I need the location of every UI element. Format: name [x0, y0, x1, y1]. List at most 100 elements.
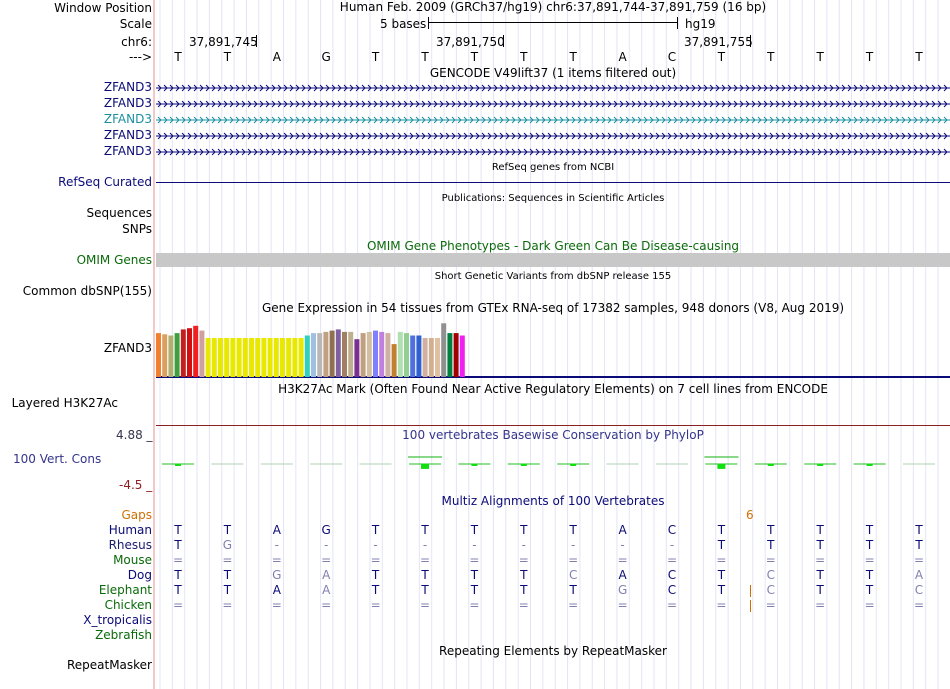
gtex-tissue-bar[interactable] — [180, 329, 186, 377]
multiz-species-label[interactable]: Chicken — [104, 598, 152, 612]
gencode-gene-label[interactable]: ZFAND3 — [103, 112, 152, 126]
gtex-tissue-bar[interactable] — [397, 331, 403, 377]
gencode-gene-label[interactable]: ZFAND3 — [103, 96, 152, 110]
gtex-tissue-bar[interactable] — [373, 330, 378, 377]
insertion-marker[interactable] — [750, 600, 751, 612]
multiz-species-label[interactable]: Mouse — [113, 553, 152, 567]
gtex-tissue-bar[interactable] — [441, 323, 447, 377]
omim-title[interactable]: OMIM Gene Phenotypes - Dark Green Can Be… — [366, 239, 740, 253]
gtex-tissue-bar[interactable] — [249, 338, 254, 377]
multiz-species-row[interactable]: = = = = = = = = = = = = = = = = — [156, 598, 950, 613]
gtex-tissue-bar[interactable] — [273, 338, 279, 377]
gtex-tissue-bar[interactable] — [267, 338, 273, 377]
gtex-tissue-bar[interactable] — [292, 338, 298, 377]
gtex-tissue-bar[interactable] — [193, 325, 199, 377]
gtex-tissue-bar[interactable] — [286, 338, 292, 377]
gtex-tissue-bar[interactable] — [360, 333, 366, 377]
omim-label[interactable]: OMIM Genes — [76, 253, 152, 267]
gtex-tissue-bar[interactable] — [199, 330, 205, 377]
publications-title[interactable]: Publications: Sequences in Scientific Ar… — [441, 193, 665, 204]
gtex-tissue-bar[interactable] — [348, 331, 354, 377]
phylop-score-bar[interactable] — [817, 464, 824, 466]
gencode-title[interactable]: GENCODE V49lift37 (1 items filtered out) — [429, 66, 677, 80]
h3k27ac-label[interactable]: Layered H3K27Ac — [11, 396, 118, 410]
phylop-title[interactable]: 100 vertebrates Basewise Conservation by… — [402, 428, 704, 442]
gtex-tissue-bar[interactable] — [342, 331, 347, 377]
phylop-score-bar[interactable] — [717, 464, 726, 469]
gtex-tissue-bar[interactable] — [323, 331, 329, 377]
multiz-species-label[interactable]: Rhesus — [108, 538, 152, 552]
gencode-transcript[interactable] — [156, 130, 950, 142]
multiz-species-label[interactable]: X_tropicalis — [83, 613, 152, 627]
multiz-species-label[interactable]: Human — [108, 523, 152, 537]
gencode-transcript[interactable] — [156, 82, 950, 94]
gtex-tissue-bar[interactable] — [453, 333, 459, 377]
gencode-gene-label[interactable]: ZFAND3 — [103, 128, 152, 142]
gencode-transcript[interactable] — [156, 114, 950, 126]
gtex-tissue-bar[interactable] — [280, 338, 285, 377]
phylop-score-bar[interactable] — [471, 464, 478, 466]
refseq-title[interactable]: RefSeq genes from NCBI — [491, 162, 615, 173]
repeatmasker-label[interactable]: RepeatMasker — [66, 658, 152, 672]
gtex-tissue-bar[interactable] — [404, 333, 409, 377]
gtex-tissue-bar[interactable] — [218, 338, 223, 377]
gtex-tissue-bar[interactable] — [317, 333, 323, 377]
gtex-tissue-bar[interactable] — [435, 338, 440, 377]
refseq-gene-line[interactable] — [156, 182, 950, 183]
gtex-tissue-bar[interactable] — [459, 335, 465, 378]
multiz-species-label[interactable]: Elephant — [98, 583, 152, 597]
refseq-label[interactable]: RefSeq Curated — [58, 175, 152, 189]
gtex-tissue-bar[interactable] — [410, 335, 416, 378]
gtex-tissue-bar[interactable] — [261, 338, 267, 377]
multiz-species-label[interactable]: Zebrafish — [95, 628, 152, 642]
gtex-title[interactable]: Gene Expression in 54 tissues from GTEx … — [261, 301, 845, 315]
multiz-species-row[interactable] — [156, 613, 950, 628]
gtex-tissue-bar[interactable] — [205, 338, 211, 377]
gtex-tissue-bar[interactable] — [422, 338, 428, 377]
multiz-species-row[interactable] — [156, 628, 950, 643]
gtex-tissue-bar[interactable] — [385, 333, 391, 377]
gtex-tissue-bar[interactable] — [168, 335, 174, 378]
gtex-tissue-bar[interactable] — [428, 338, 434, 377]
gtex-tissue-bar[interactable] — [211, 338, 217, 377]
gtex-tissue-bar[interactable] — [379, 331, 385, 377]
gtex-tissue-bar[interactable] — [416, 335, 422, 378]
gtex-tissue-bar[interactable] — [242, 338, 248, 377]
insertion-marker[interactable] — [750, 585, 751, 597]
gencode-gene-label[interactable]: ZFAND3 — [103, 144, 152, 158]
multiz-gaps-label[interactable]: Gaps — [121, 508, 152, 522]
gencode-transcript[interactable] — [156, 146, 950, 158]
gtex-tissue-bar[interactable] — [366, 331, 372, 377]
gtex-tissue-bar[interactable] — [311, 333, 316, 377]
multiz-species-row[interactable]: = = = = = = = = = = = = = = = = — [156, 553, 950, 568]
omim-feature-bar[interactable] — [156, 253, 950, 267]
gencode-gene-label[interactable]: ZFAND3 — [103, 80, 152, 94]
publications-snps-label[interactable]: SNPs — [122, 222, 152, 236]
gtex-tissue-bar[interactable] — [162, 334, 168, 377]
gtex-tissue-bar[interactable] — [354, 339, 360, 377]
gtex-tissue-bar[interactable] — [255, 338, 261, 377]
gtex-tissue-bar[interactable] — [156, 333, 161, 377]
gtex-tissue-bar[interactable] — [329, 330, 335, 377]
gtex-tissue-bar[interactable] — [335, 329, 341, 377]
dbsnp-title[interactable]: Short Genetic Variants from dbSNP releas… — [434, 271, 672, 282]
gtex-tissue-bar[interactable] — [174, 333, 180, 377]
phylop-score-bar[interactable] — [570, 464, 577, 466]
phylop-score-bar[interactable] — [866, 464, 873, 466]
multiz-species-label[interactable]: Dog — [127, 568, 152, 582]
gtex-tissue-bar[interactable] — [236, 338, 242, 377]
repeatmasker-title[interactable]: Repeating Elements by RepeatMasker — [439, 644, 667, 658]
gtex-tissue-bar[interactable] — [187, 328, 192, 377]
phylop-score-bar[interactable] — [175, 464, 181, 466]
phylop-score-bar[interactable] — [421, 464, 429, 469]
h3k27ac-title[interactable]: H3K27Ac Mark (Often Found Near Active Re… — [278, 382, 828, 396]
multiz-title[interactable]: Multiz Alignments of 100 Vertebrates — [441, 494, 665, 508]
gtex-tissue-bar[interactable] — [298, 338, 304, 377]
gtex-tissue-bar[interactable] — [391, 344, 397, 377]
dbsnp-label[interactable]: Common dbSNP(155) — [22, 284, 152, 298]
gtex-expression-chart[interactable] — [156, 316, 536, 377]
